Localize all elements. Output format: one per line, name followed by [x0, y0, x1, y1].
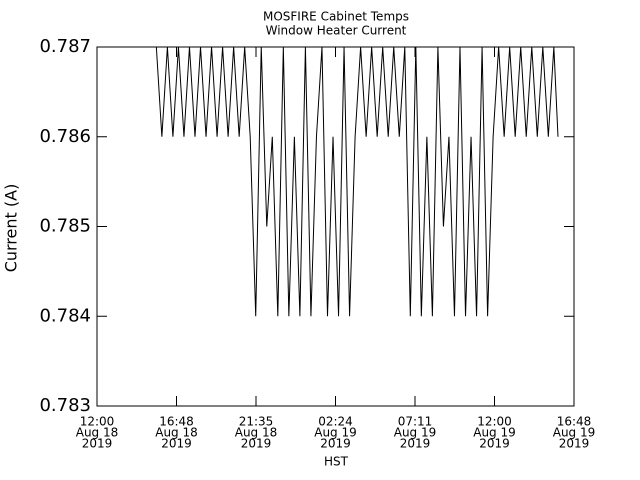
- x-tick-label: 2019: [479, 437, 510, 451]
- x-tick-label: 21:35: [239, 415, 274, 429]
- x-tick-label: 2019: [241, 437, 272, 451]
- x-tick-label: 2019: [82, 437, 113, 451]
- x-tick-label: 12:00: [80, 415, 115, 429]
- x-tick-label: 02:24: [318, 415, 353, 429]
- x-tick-label: Aug 19: [314, 426, 357, 440]
- x-tick-label: 2019: [320, 437, 351, 451]
- data-line: [155, 46, 559, 317]
- x-axis-label: HST: [324, 455, 349, 469]
- x-tick-label: Aug 19: [553, 426, 596, 440]
- chart-subtitle: Window Heater Current: [266, 24, 407, 38]
- y-tick-label: 0.787: [39, 36, 91, 57]
- x-tick-label: 16:48: [557, 415, 592, 429]
- x-tick-label: Aug 18: [235, 426, 278, 440]
- y-axis-label: Current (A): [2, 184, 21, 273]
- x-tick-label: 12:00: [477, 415, 512, 429]
- x-tick-label: 2019: [400, 437, 431, 451]
- x-tick-label: 16:48: [159, 415, 194, 429]
- x-tick-label: 2019: [559, 437, 590, 451]
- y-tick-label: 0.784: [39, 305, 91, 326]
- x-tick-label: 07:11: [398, 415, 433, 429]
- chart-title: MOSFIRE Cabinet Temps: [263, 10, 409, 24]
- y-tick-label: 0.783: [39, 395, 91, 416]
- x-tick-label: 2019: [161, 437, 192, 451]
- y-tick-label: 0.785: [39, 216, 91, 237]
- x-tick-label: Aug 18: [76, 426, 119, 440]
- x-tick-label: Aug 19: [473, 426, 516, 440]
- x-tick-label: Aug 19: [394, 426, 437, 440]
- x-tick-label: Aug 18: [155, 426, 198, 440]
- y-tick-label: 0.786: [39, 126, 91, 147]
